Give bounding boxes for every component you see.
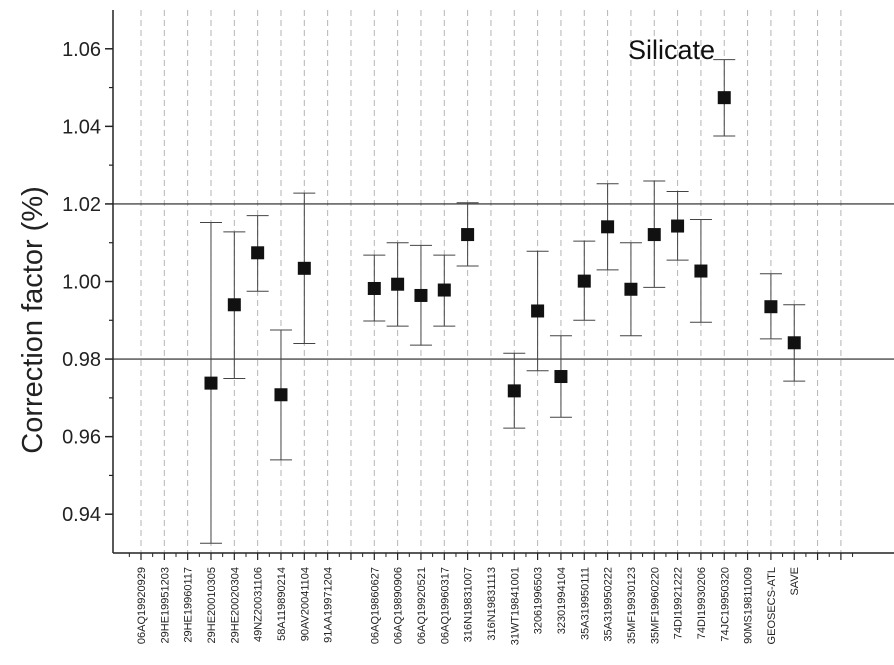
y-axis-title: Correction factor (%): [17, 186, 49, 454]
y-tick-label: 1.04: [62, 116, 101, 138]
x-category-label: 29HE20020304: [229, 567, 241, 643]
x-category-label: 32301994104: [556, 567, 568, 634]
x-category-label: 06AQ19960317: [439, 567, 451, 644]
x-category-label: 91AA19971204: [323, 567, 335, 643]
x-category-label: 49NZ20031106: [253, 567, 265, 642]
data-point: [787, 336, 801, 350]
x-category-label: 90MS19811009: [743, 567, 755, 644]
data-point: [367, 281, 381, 295]
grid-layer: [140, 10, 842, 553]
y-tick-label: 1.02: [62, 194, 101, 216]
data-point: [391, 277, 405, 291]
x-category-label: 58A119890214: [276, 567, 288, 641]
data-point: [507, 384, 521, 398]
x-category-label: 74DI19930206: [696, 567, 708, 639]
x-category-label: 35MF19930123: [626, 567, 638, 644]
data-point: [251, 246, 265, 260]
x-category-label: 06AQ19920521: [416, 567, 428, 644]
axes: 0.94 0.96 0.98 1.00 1.02 1.04 1.06 06AQ19920929…: [62, 10, 894, 645]
data-point: [624, 282, 638, 296]
x-category-label: 32061996503: [533, 567, 545, 634]
data-point: [717, 91, 731, 105]
x-category-label: GEOSECS-ATL: [766, 567, 778, 644]
y-tick-label: 0.98: [62, 349, 101, 371]
data-points: [199, 59, 806, 544]
data-point: [531, 304, 545, 318]
reference-lines: [113, 203, 894, 360]
x-category-label: 06AQ19890906: [393, 567, 405, 644]
x-category-label: 35MF19960220: [649, 567, 661, 644]
x-category-label: SAVE: [789, 567, 801, 596]
data-point: [554, 370, 568, 384]
x-category-label: 74JC19950320: [719, 567, 731, 642]
data-point: [414, 288, 428, 302]
x-category-label: 29HE19951203: [159, 567, 171, 643]
y-tick-label: 1.06: [62, 39, 101, 61]
x-category-label: 29HE20010305: [206, 567, 218, 643]
x-category-label: 35A319950111: [579, 567, 591, 640]
data-point: [437, 283, 451, 297]
data-point: [764, 300, 778, 314]
x-category-label: 90AV20041104: [299, 567, 311, 641]
x-category-label: 74DI19921222: [673, 567, 685, 639]
data-point: [274, 388, 288, 402]
x-category-label: 316N19831007: [463, 567, 475, 642]
data-point: [577, 274, 591, 288]
data-point: [461, 228, 475, 242]
y-tick-label: 0.96: [62, 427, 101, 449]
x-category-label: 29HE19960117: [183, 567, 195, 643]
y-tick-label: 0.94: [62, 504, 101, 526]
data-point: [694, 264, 708, 278]
data-point: [601, 220, 615, 234]
data-point: [297, 261, 311, 275]
data-point: [671, 219, 685, 233]
data-point: [227, 298, 241, 312]
data-point: [647, 228, 661, 242]
x-category-label: 316N19831113: [486, 567, 498, 641]
x-category-label: 31WT19841001: [509, 567, 521, 645]
silicate-annotation: Silicate: [628, 35, 715, 65]
data-point: [204, 376, 218, 390]
x-category-label: 06AQ19920929: [136, 567, 148, 644]
x-category-label: 35A319950222: [603, 567, 615, 642]
y-tick-label: 1.00: [62, 272, 101, 294]
x-category-label: 06AQ19860627: [369, 567, 381, 644]
